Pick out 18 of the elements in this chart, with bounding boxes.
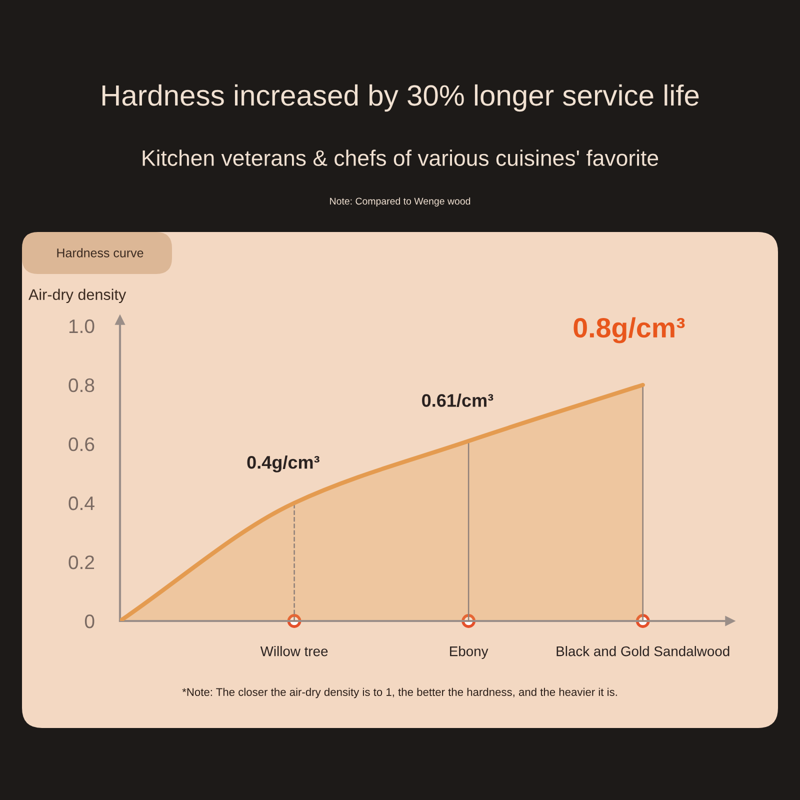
text: Hardness curve <box>57 248 144 258</box>
data-label: 0.61/cm³ <box>422 394 494 408</box>
y-tick-label: 0.2 <box>68 555 94 570</box>
x-tick-label: Ebony <box>450 646 488 659</box>
text: *Note: The closer the air-dry density is to 1, the better the hardness, and the heavier it is. <box>182 688 617 698</box>
y-tick-label: 0.4 <box>68 496 94 510</box>
x-tick-label: Willow tree <box>260 646 328 656</box>
y-tick-label: 0 <box>84 614 94 628</box>
y-tick-label: 1.0 <box>69 319 94 334</box>
x-tick-label: Black and Gold Sandalwood <box>556 646 730 656</box>
y-axis-title: Air-dry density <box>28 288 126 304</box>
data-label: 0.8g/cm³ <box>574 317 685 344</box>
data-label: 0.4g/cm³ <box>247 455 320 472</box>
y-tick-label: 0.6 <box>68 437 94 452</box>
chart-title: Hardness increased by 30% longer service life <box>102 84 699 112</box>
y-tick-label: 0.8 <box>68 378 94 392</box>
chart-subtitle: Kitchen veterans & chefs of various cuisines' favorite <box>142 150 658 166</box>
text: Note: Compared to Wenge wood <box>330 197 470 207</box>
